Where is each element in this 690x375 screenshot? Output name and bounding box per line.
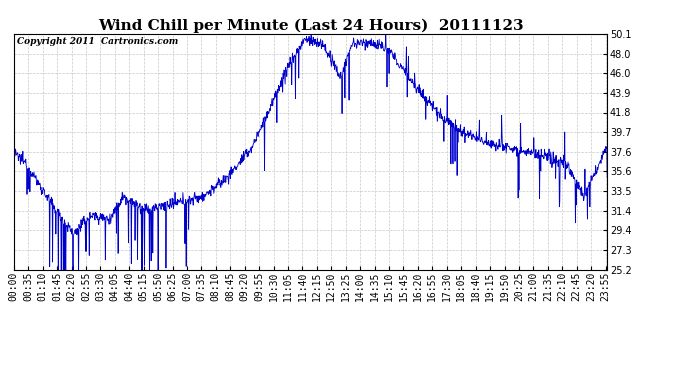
Text: Copyright 2011  Cartronics.com: Copyright 2011 Cartronics.com	[17, 37, 178, 46]
Title: Wind Chill per Minute (Last 24 Hours)  20111123: Wind Chill per Minute (Last 24 Hours) 20…	[98, 18, 523, 33]
